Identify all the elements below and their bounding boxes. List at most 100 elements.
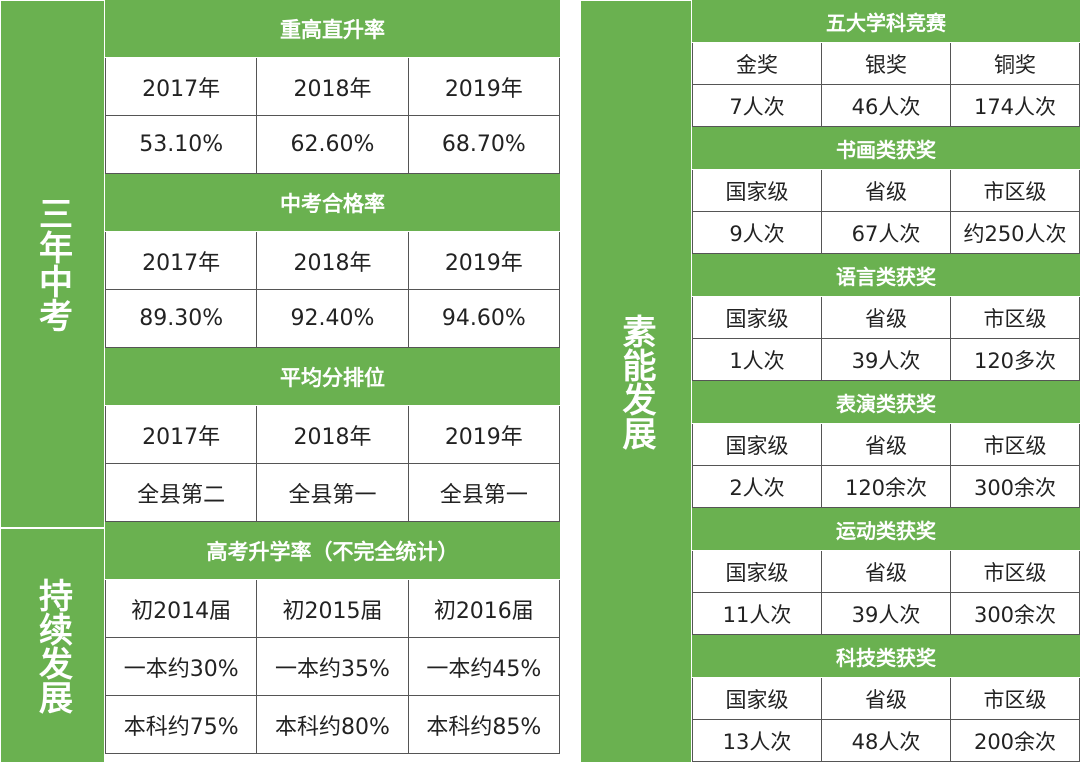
section-title: 语言类获奖 xyxy=(692,254,1080,297)
grid-cell: 本科约80% xyxy=(257,696,409,754)
section-title: 表演类获奖 xyxy=(692,381,1080,424)
section-tech-awards: 科技类获奖 国家级 省级 市区级 13人次 48人次 200余次 xyxy=(692,635,1080,762)
section-title: 中考合格率 xyxy=(105,174,560,232)
data-grid: 初2014届 初2015届 初2016届 一本约30% 一本约35% 一本约45… xyxy=(105,580,560,754)
data-grid: 国家级 省级 市区级 13人次 48人次 200余次 xyxy=(692,678,1080,762)
section-title: 五大学科竞赛 xyxy=(692,0,1080,43)
grid-cell: 本科约85% xyxy=(408,696,560,754)
grid-cell: 2017年 xyxy=(106,58,258,116)
grid-cell: 200余次 xyxy=(951,720,1080,762)
data-grid: 2017年 2018年 2019年 53.10% 62.60% 68.70% xyxy=(105,58,560,174)
right-panel: 素能发展 五大学科竞赛 金奖 银奖 铜奖 7人次 46人次 174人次 书画类获… xyxy=(580,0,1080,763)
grid-cell: 2018年 xyxy=(257,406,409,464)
grid-cell: 市区级 xyxy=(951,297,1080,339)
section-title: 高考升学率（不完全统计） xyxy=(105,522,560,580)
grid-cell: 市区级 xyxy=(951,551,1080,593)
grid-cell: 300余次 xyxy=(951,593,1080,635)
grid-cell: 国家级 xyxy=(693,678,822,720)
grid-cell: 92.40% xyxy=(257,290,409,348)
section-performance-awards: 表演类获奖 国家级 省级 市区级 2人次 120余次 300余次 xyxy=(692,381,1080,508)
grid-cell: 13人次 xyxy=(693,720,822,762)
three-year-zhongkao-label: 三年中考 xyxy=(0,0,105,528)
section-sports-awards: 运动类获奖 国家级 省级 市区级 11人次 39人次 300余次 xyxy=(692,508,1080,635)
grid-cell: 省级 xyxy=(822,551,951,593)
section-title: 运动类获奖 xyxy=(692,508,1080,551)
sustained-development-text: 持续发展 xyxy=(32,577,73,714)
grid-cell: 2019年 xyxy=(408,232,560,290)
section-key-high-school-rate: 重高直升率 2017年 2018年 2019年 53.10% 62.60% 68… xyxy=(105,0,560,174)
grid-cell: 2019年 xyxy=(408,406,560,464)
section-zhongkao-pass-rate: 中考合格率 2017年 2018年 2019年 89.30% 92.40% 94… xyxy=(105,174,560,348)
right-tables: 五大学科竞赛 金奖 银奖 铜奖 7人次 46人次 174人次 书画类获奖 国家级… xyxy=(692,0,1080,762)
grid-cell: 全县第一 xyxy=(257,464,409,522)
grid-cell: 53.10% xyxy=(106,116,258,174)
grid-cell: 94.60% xyxy=(408,290,560,348)
grid-cell: 银奖 xyxy=(822,43,951,85)
grid-cell: 7人次 xyxy=(693,85,822,127)
data-grid: 金奖 银奖 铜奖 7人次 46人次 174人次 xyxy=(692,43,1080,127)
grid-cell: 本科约75% xyxy=(106,696,258,754)
data-grid: 国家级 省级 市区级 1人次 39人次 120多次 xyxy=(692,297,1080,381)
grid-cell: 一本约45% xyxy=(408,638,560,696)
data-grid: 国家级 省级 市区级 9人次 67人次 约250人次 xyxy=(692,170,1080,254)
grid-cell: 初2016届 xyxy=(408,580,560,638)
grid-cell: 全县第一 xyxy=(408,464,560,522)
grid-cell: 67人次 xyxy=(822,212,951,254)
section-title: 书画类获奖 xyxy=(692,127,1080,170)
data-grid: 2017年 2018年 2019年 全县第二 全县第一 全县第一 xyxy=(105,406,560,522)
section-language-awards: 语言类获奖 国家级 省级 市区级 1人次 39人次 120多次 xyxy=(692,254,1080,381)
grid-cell: 市区级 xyxy=(951,424,1080,466)
grid-cell: 国家级 xyxy=(693,551,822,593)
grid-cell: 省级 xyxy=(822,678,951,720)
grid-cell: 国家级 xyxy=(693,424,822,466)
grid-cell: 2018年 xyxy=(257,232,409,290)
grid-cell: 2019年 xyxy=(408,58,560,116)
grid-cell: 一本约35% xyxy=(257,638,409,696)
section-title: 科技类获奖 xyxy=(692,635,1080,678)
grid-cell: 89.30% xyxy=(106,290,258,348)
section-gaokao-rate: 高考升学率（不完全统计） 初2014届 初2015届 初2016届 一本约30%… xyxy=(105,522,560,754)
quality-development-label: 素能发展 xyxy=(580,0,692,763)
grid-cell: 1人次 xyxy=(693,339,822,381)
grid-cell: 金奖 xyxy=(693,43,822,85)
grid-cell: 2人次 xyxy=(693,466,822,508)
grid-cell: 一本约30% xyxy=(106,638,258,696)
data-grid: 国家级 省级 市区级 11人次 39人次 300余次 xyxy=(692,551,1080,635)
grid-cell: 省级 xyxy=(822,170,951,212)
grid-cell: 2017年 xyxy=(106,406,258,464)
grid-cell: 39人次 xyxy=(822,593,951,635)
section-average-score-rank: 平均分排位 2017年 2018年 2019年 全县第二 全县第一 全县第一 xyxy=(105,348,560,522)
grid-cell: 174人次 xyxy=(951,85,1080,127)
grid-cell: 120余次 xyxy=(822,466,951,508)
section-title: 平均分排位 xyxy=(105,348,560,406)
grid-cell: 46人次 xyxy=(822,85,951,127)
grid-cell: 68.70% xyxy=(408,116,560,174)
grid-cell: 省级 xyxy=(822,424,951,466)
section-subject-competition: 五大学科竞赛 金奖 银奖 铜奖 7人次 46人次 174人次 xyxy=(692,0,1080,127)
grid-cell: 48人次 xyxy=(822,720,951,762)
grid-cell: 国家级 xyxy=(693,170,822,212)
grid-cell: 120多次 xyxy=(951,339,1080,381)
grid-cell: 初2015届 xyxy=(257,580,409,638)
left-panel: 三年中考 持续发展 重高直升率 2017年 2018年 2019年 53.10%… xyxy=(0,0,560,763)
sustained-development-label: 持续发展 xyxy=(0,528,105,763)
data-grid: 2017年 2018年 2019年 89.30% 92.40% 94.60% xyxy=(105,232,560,348)
left-tables: 重高直升率 2017年 2018年 2019年 53.10% 62.60% 68… xyxy=(105,0,560,754)
grid-cell: 11人次 xyxy=(693,593,822,635)
data-grid: 国家级 省级 市区级 2人次 120余次 300余次 xyxy=(692,424,1080,508)
grid-cell: 2018年 xyxy=(257,58,409,116)
grid-cell: 初2014届 xyxy=(106,580,258,638)
grid-cell: 铜奖 xyxy=(951,43,1080,85)
grid-cell: 全县第二 xyxy=(106,464,258,522)
section-calligraphy-awards: 书画类获奖 国家级 省级 市区级 9人次 67人次 约250人次 xyxy=(692,127,1080,254)
grid-cell: 9人次 xyxy=(693,212,822,254)
grid-cell: 62.60% xyxy=(257,116,409,174)
grid-cell: 国家级 xyxy=(693,297,822,339)
grid-cell: 300余次 xyxy=(951,466,1080,508)
grid-cell: 39人次 xyxy=(822,339,951,381)
grid-cell: 市区级 xyxy=(951,678,1080,720)
grid-cell: 约250人次 xyxy=(951,212,1080,254)
grid-cell: 市区级 xyxy=(951,170,1080,212)
grid-cell: 省级 xyxy=(822,297,951,339)
section-title: 重高直升率 xyxy=(105,0,560,58)
